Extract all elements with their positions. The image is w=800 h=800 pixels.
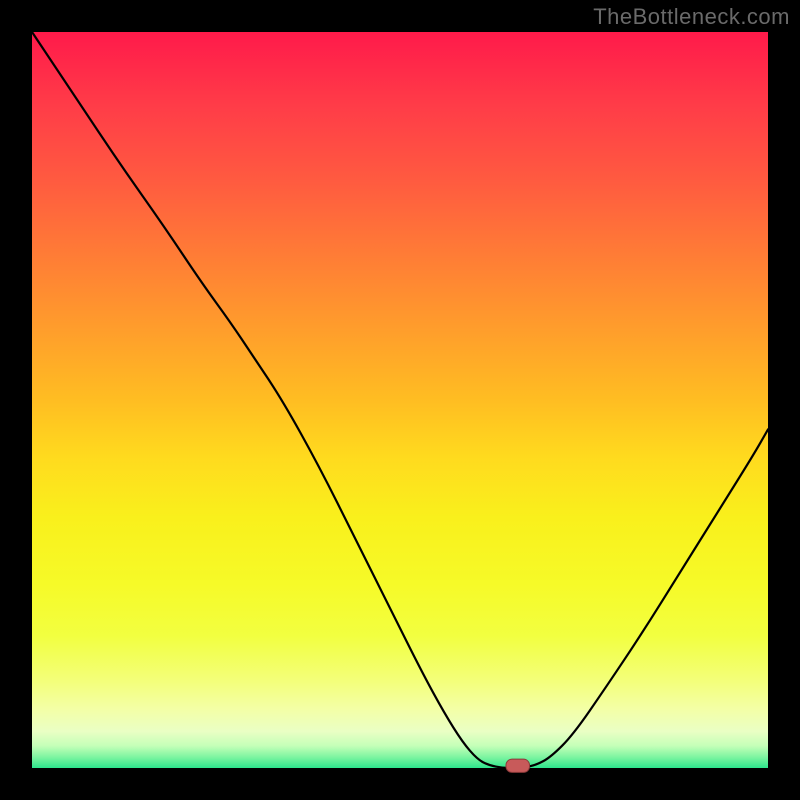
watermark-text: TheBottleneck.com (593, 4, 790, 30)
optimal-marker (506, 759, 530, 772)
plot-background (32, 32, 768, 768)
chart-root: TheBottleneck.com (0, 0, 800, 800)
chart-svg (0, 0, 800, 800)
